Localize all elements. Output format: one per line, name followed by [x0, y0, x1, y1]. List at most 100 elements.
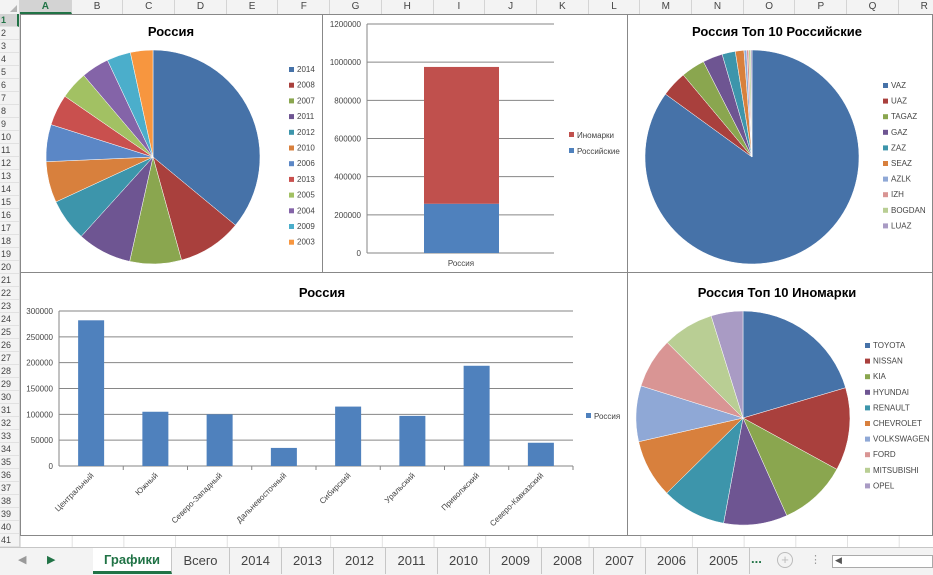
legend-label: Россия [594, 412, 620, 421]
new-sheet-plus-icon[interactable]: + [777, 552, 793, 568]
x-tick-label: Центральный [53, 471, 95, 513]
row-header-11[interactable]: 11 [0, 144, 19, 157]
legend-label: 2005 [297, 191, 315, 200]
column-header-L[interactable]: L [589, 0, 641, 14]
column-header-D[interactable]: D [175, 0, 227, 14]
more-sheets-button[interactable]: ... [751, 551, 762, 566]
row-header-9[interactable]: 9 [0, 118, 19, 131]
row-header-34[interactable]: 34 [0, 443, 19, 456]
row-header-32[interactable]: 32 [0, 417, 19, 430]
column-header-H[interactable]: H [382, 0, 434, 14]
legend-label: 2013 [297, 175, 315, 184]
row-header-37[interactable]: 37 [0, 482, 19, 495]
sheet-tab-2007[interactable]: 2007 [594, 548, 646, 574]
sheet-tab-2012[interactable]: 2012 [334, 548, 386, 574]
chart-top10-foreign-pie[interactable]: Россия Топ 10 Иномарки TOYOTA NISSAN KIA HYU… [627, 272, 933, 536]
legend-swatch [865, 421, 870, 426]
row-header-39[interactable]: 39 [0, 508, 19, 521]
chart-russia-by-year-pie[interactable]: Россия 2014 2008 2007 2011 2012 2010 2006 2013 20… [20, 14, 323, 273]
legend-label: Российские [577, 147, 620, 156]
column-header-J[interactable]: J [485, 0, 537, 14]
horizontal-scrollbar[interactable]: ◀ [832, 555, 933, 568]
row-header-40[interactable]: 40 [0, 521, 19, 534]
legend-swatch [289, 208, 294, 214]
sheet-tab-2014[interactable]: 2014 [230, 548, 282, 574]
legend-swatch [865, 374, 870, 380]
row-header-36[interactable]: 36 [0, 469, 19, 482]
legend-swatch [883, 192, 888, 198]
y-tick-label: 1000000 [330, 58, 362, 67]
column-header-P[interactable]: P [796, 0, 848, 14]
row-header-26[interactable]: 26 [0, 339, 19, 352]
row-header-3[interactable]: 3 [0, 40, 19, 53]
row-header-1[interactable]: 1 [0, 14, 19, 27]
column-header-M[interactable]: M [640, 0, 693, 14]
sheet-tab-2010[interactable]: 2010 [438, 548, 490, 574]
scroll-tabs-right-icon[interactable]: ▶ [47, 554, 56, 566]
row-header-30[interactable]: 30 [0, 391, 19, 404]
legend-swatch [865, 405, 870, 411]
sheet-tab-2005[interactable]: 2005 [698, 548, 750, 574]
sheet-tab-Графики[interactable]: Графики [93, 548, 172, 574]
column-header-G[interactable]: G [330, 0, 382, 14]
row-header-10[interactable]: 10 [0, 131, 19, 144]
sheet-tab-2006[interactable]: 2006 [646, 548, 698, 574]
row-header-2[interactable]: 2 [0, 27, 19, 40]
column-header-B[interactable]: B [72, 0, 124, 14]
chart-top10-russian-pie[interactable]: Россия Топ 10 Российские VAZ UAZ TAGAZ GAZ ZA… [627, 14, 933, 273]
row-header-8[interactable]: 8 [0, 105, 19, 118]
row-header-23[interactable]: 23 [0, 300, 19, 313]
row-header-20[interactable]: 20 [0, 261, 19, 274]
row-header-17[interactable]: 17 [0, 222, 19, 235]
row-header-14[interactable]: 14 [0, 183, 19, 196]
column-header-E[interactable]: E [227, 0, 279, 14]
row-header-19[interactable]: 19 [0, 248, 19, 261]
row-header-35[interactable]: 35 [0, 456, 19, 469]
row-header-38[interactable]: 38 [0, 495, 19, 508]
row-header-28[interactable]: 28 [0, 365, 19, 378]
sheet-tab-2013[interactable]: 2013 [282, 548, 334, 574]
legend-swatch [865, 343, 870, 348]
column-header-C[interactable]: C [123, 0, 176, 14]
row-header-7[interactable]: 7 [0, 92, 19, 105]
legend-swatch [289, 67, 294, 72]
row-header-22[interactable]: 22 [0, 287, 19, 300]
row-header-12[interactable]: 12 [0, 157, 19, 170]
row-header-24[interactable]: 24 [0, 313, 19, 326]
row-header-6[interactable]: 6 [0, 79, 19, 92]
chart-russian-vs-foreign-stacked-bar[interactable]: 0 200000 400000 600000 800000 1000000 1200000 Р… [322, 14, 628, 273]
row-header-25[interactable]: 25 [0, 326, 19, 339]
column-header-A[interactable]: A [20, 0, 72, 14]
column-header-O[interactable]: O [744, 0, 796, 14]
row-header-31[interactable]: 31 [0, 404, 19, 417]
tab-splitter-handle[interactable]: ⋮ [810, 554, 821, 566]
row-header-13[interactable]: 13 [0, 170, 19, 183]
sheet-tab-2008[interactable]: 2008 [542, 548, 594, 574]
row-header-21[interactable]: 21 [0, 274, 19, 287]
chart-russia-by-region-bar[interactable]: Россия 0 50000 100000 150000 200000 250000 3000… [20, 272, 628, 536]
legend-swatch [883, 114, 888, 120]
column-header-R[interactable]: R [899, 0, 933, 14]
sheet-tab-2009[interactable]: 2009 [490, 548, 542, 574]
column-header-I[interactable]: I [434, 0, 486, 14]
scroll-left-icon[interactable]: ◀ [835, 555, 842, 565]
row-header-5[interactable]: 5 [0, 66, 19, 79]
row-header-18[interactable]: 18 [0, 235, 19, 248]
sheet-tab-Всего[interactable]: Всего [172, 548, 230, 574]
row-header-33[interactable]: 33 [0, 430, 19, 443]
column-header-Q[interactable]: Q [847, 0, 899, 14]
row-header-27[interactable]: 27 [0, 352, 19, 365]
scroll-tabs-left-icon[interactable]: ◀ [18, 554, 27, 566]
select-all-button[interactable] [0, 0, 20, 14]
row-header-16[interactable]: 16 [0, 209, 19, 222]
row-header-41[interactable]: 41 [0, 534, 19, 547]
sheet-tab-2011[interactable]: 2011 [386, 548, 438, 574]
column-header-K[interactable]: K [537, 0, 589, 14]
row-header-29[interactable]: 29 [0, 378, 19, 391]
row-header-4[interactable]: 4 [0, 53, 19, 66]
column-header-F[interactable]: F [279, 0, 331, 14]
legend-swatch [883, 176, 888, 182]
row-header-15[interactable]: 15 [0, 196, 19, 209]
column-header-N[interactable]: N [692, 0, 744, 14]
